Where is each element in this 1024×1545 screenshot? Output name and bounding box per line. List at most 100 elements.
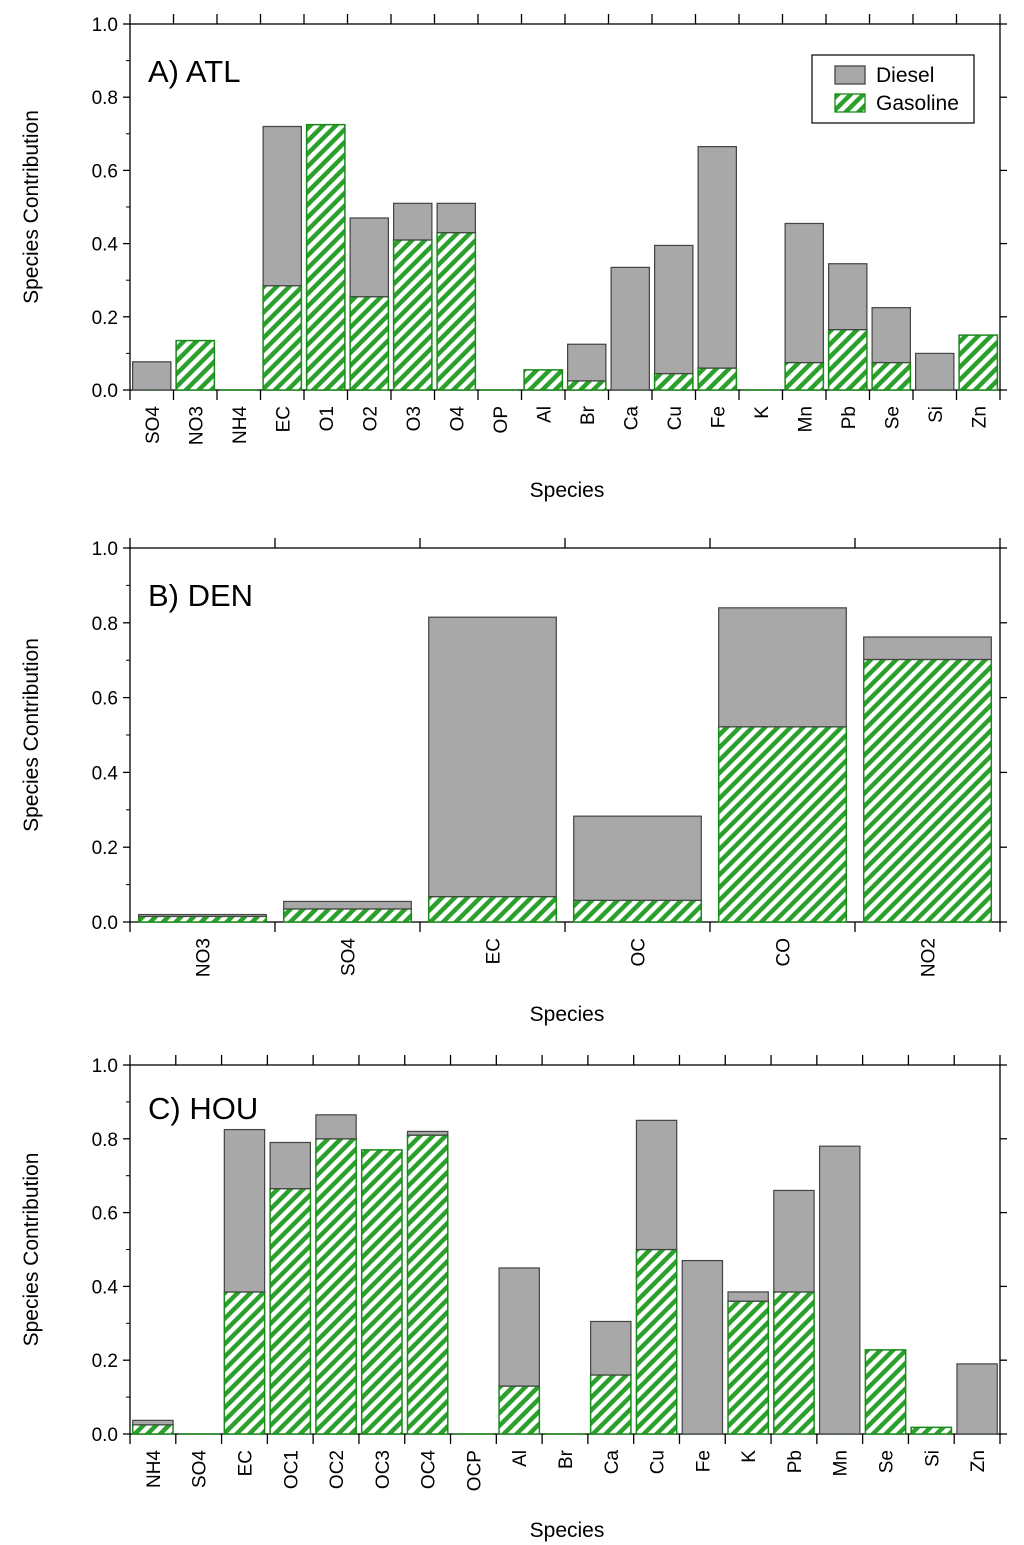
x-tick-label: Mn <box>795 406 816 432</box>
x-tick-label: OC2 <box>327 1450 348 1489</box>
y-tick-label: 0.2 <box>92 838 118 859</box>
x-tick-label: SO4 <box>339 938 360 976</box>
bar-gasoline-Al <box>498 1385 541 1435</box>
y-tick-label: 0.0 <box>92 381 118 402</box>
x-tick-label: EC <box>235 1450 256 1476</box>
x-tick-label: Ca <box>602 1450 623 1475</box>
y-tick-label: 0.4 <box>92 763 119 784</box>
bar-gasoline-O2 <box>349 295 390 391</box>
x-tick-label: NO3 <box>194 938 215 977</box>
x-tick-label: NO3 <box>186 406 207 445</box>
x-tick-label: Fe <box>708 406 729 428</box>
bar-diesel-Fe <box>681 1259 724 1435</box>
x-tick-label: Br <box>556 1449 577 1469</box>
bar-gasoline-Mn <box>784 361 825 391</box>
x-tick-label: K <box>739 1450 760 1463</box>
y-tick-label: 1.0 <box>92 15 118 36</box>
x-tick-label: CO <box>774 938 795 967</box>
x-tick-label: Cu <box>648 1450 669 1474</box>
bar-gasoline-NH4 <box>131 1424 174 1435</box>
bar-diesel-K <box>727 1291 769 1302</box>
x-tick-label: Fe <box>693 1450 714 1472</box>
x-tick-label: Zn <box>968 1450 989 1472</box>
bar-diesel-OC1 <box>269 1141 312 1190</box>
bar-gasoline-EC <box>223 1291 266 1435</box>
bar-diesel-Zn <box>956 1363 998 1435</box>
y-tick-label: 0.4 <box>92 1277 119 1298</box>
panels: 0.0 0.2 0.4 0.6 0.8 1.0 SO4 NO3 NH4 EC O1 O2 O3 O4 OP A… <box>20 14 1007 1542</box>
bar-diesel-EC <box>428 616 557 898</box>
bar-diesel-SO4 <box>283 900 412 910</box>
bar-diesel-Al <box>498 1267 540 1387</box>
bar-diesel-CO <box>718 607 847 728</box>
y-axis-title: Species Contribution <box>20 110 43 304</box>
y-tick-label: 0.4 <box>92 235 119 256</box>
legend-swatch-diesel <box>834 65 866 85</box>
bar-gasoline-Zn <box>958 334 999 391</box>
bar-gasoline-NO3 <box>137 915 268 923</box>
x-axis-title: Species <box>530 1519 605 1542</box>
bar-gasoline-Cu <box>635 1248 678 1435</box>
bar-gasoline-CO <box>717 726 848 923</box>
bar-diesel-O4 <box>436 202 476 234</box>
y-tick-label: 0.8 <box>92 88 118 109</box>
x-tick-label: OC <box>629 938 650 967</box>
legend-swatch-gasoline <box>834 93 866 113</box>
y-tick-label: 0.6 <box>92 689 118 710</box>
bar-gasoline-EC <box>262 284 303 391</box>
bar-diesel-EC <box>223 1128 266 1293</box>
bar-diesel-OC4 <box>406 1130 449 1136</box>
x-tick-label: Si <box>926 406 947 423</box>
bar-diesel-Fe <box>697 146 737 369</box>
bar-gasoline-Si <box>910 1426 953 1435</box>
x-axis-title: Species <box>530 1003 605 1026</box>
y-tick-label: 1.0 <box>92 539 118 560</box>
y-tick-label: 0.2 <box>92 1351 118 1372</box>
bar-gasoline-NO3 <box>175 339 216 391</box>
bar-diesel-Se <box>871 307 911 364</box>
bar-gasoline-Ca <box>589 1374 632 1435</box>
x-tick-label: O3 <box>404 406 425 431</box>
bar-diesel-Ca <box>590 1320 632 1376</box>
x-tick-label: O2 <box>360 406 381 431</box>
x-tick-label: Br <box>578 405 599 425</box>
x-tick-label: Ca <box>621 406 642 431</box>
bar-diesel-Br <box>567 343 607 382</box>
bar-gasoline-Se <box>864 1349 907 1435</box>
bar-gasoline-K <box>727 1300 770 1435</box>
bar-gasoline-NO2 <box>862 658 993 923</box>
x-tick-label: Mn <box>831 1450 852 1476</box>
x-axis-title: Species <box>530 479 605 502</box>
bar-diesel-OC2 <box>315 1114 357 1140</box>
bar-diesel-NO2 <box>863 636 992 661</box>
bar-diesel-Ca <box>610 266 650 391</box>
bar-gasoline-Fe <box>697 367 738 391</box>
bar-gasoline-OC2 <box>315 1138 357 1435</box>
bar-diesel-Si <box>915 352 955 391</box>
x-tick-label: Si <box>922 1450 943 1467</box>
x-tick-label: K <box>752 406 773 419</box>
bar-gasoline-Al <box>523 369 564 391</box>
chart-panel-0: 0.0 0.2 0.4 0.6 0.8 1.0 SO4 NO3 NH4 EC O1 O2 O3 O4 OP A… <box>20 14 1007 502</box>
x-tick-label: Cu <box>665 406 686 430</box>
bar-diesel-EC <box>262 125 302 287</box>
chart-panel-2: 0.0 0.2 0.4 0.6 0.8 1.0 NH4 SO4 EC OC1 OC2 OC3 OC4 OC… <box>20 1055 1007 1542</box>
bar-gasoline-O1 <box>305 123 346 391</box>
y-tick-label: 0.6 <box>92 161 118 182</box>
bar-gasoline-Cu <box>653 372 694 391</box>
y-tick-label: 0.8 <box>92 1130 118 1151</box>
x-tick-label: Se <box>882 406 903 429</box>
bar-gasoline-Se <box>871 361 912 391</box>
bar-gasoline-O3 <box>392 239 433 391</box>
x-tick-label: O1 <box>317 406 338 431</box>
y-axis-title: Species Contribution <box>20 1153 43 1347</box>
y-axis-title: Species Contribution <box>20 638 43 832</box>
legend: Diesel Gasoline <box>811 54 975 124</box>
x-tick-label: EC <box>273 406 294 432</box>
bar-diesel-NO3 <box>138 913 267 917</box>
x-tick-label: Zn <box>969 406 990 428</box>
x-tick-label: NO2 <box>919 938 940 977</box>
bar-diesel-NH4 <box>132 1419 174 1426</box>
